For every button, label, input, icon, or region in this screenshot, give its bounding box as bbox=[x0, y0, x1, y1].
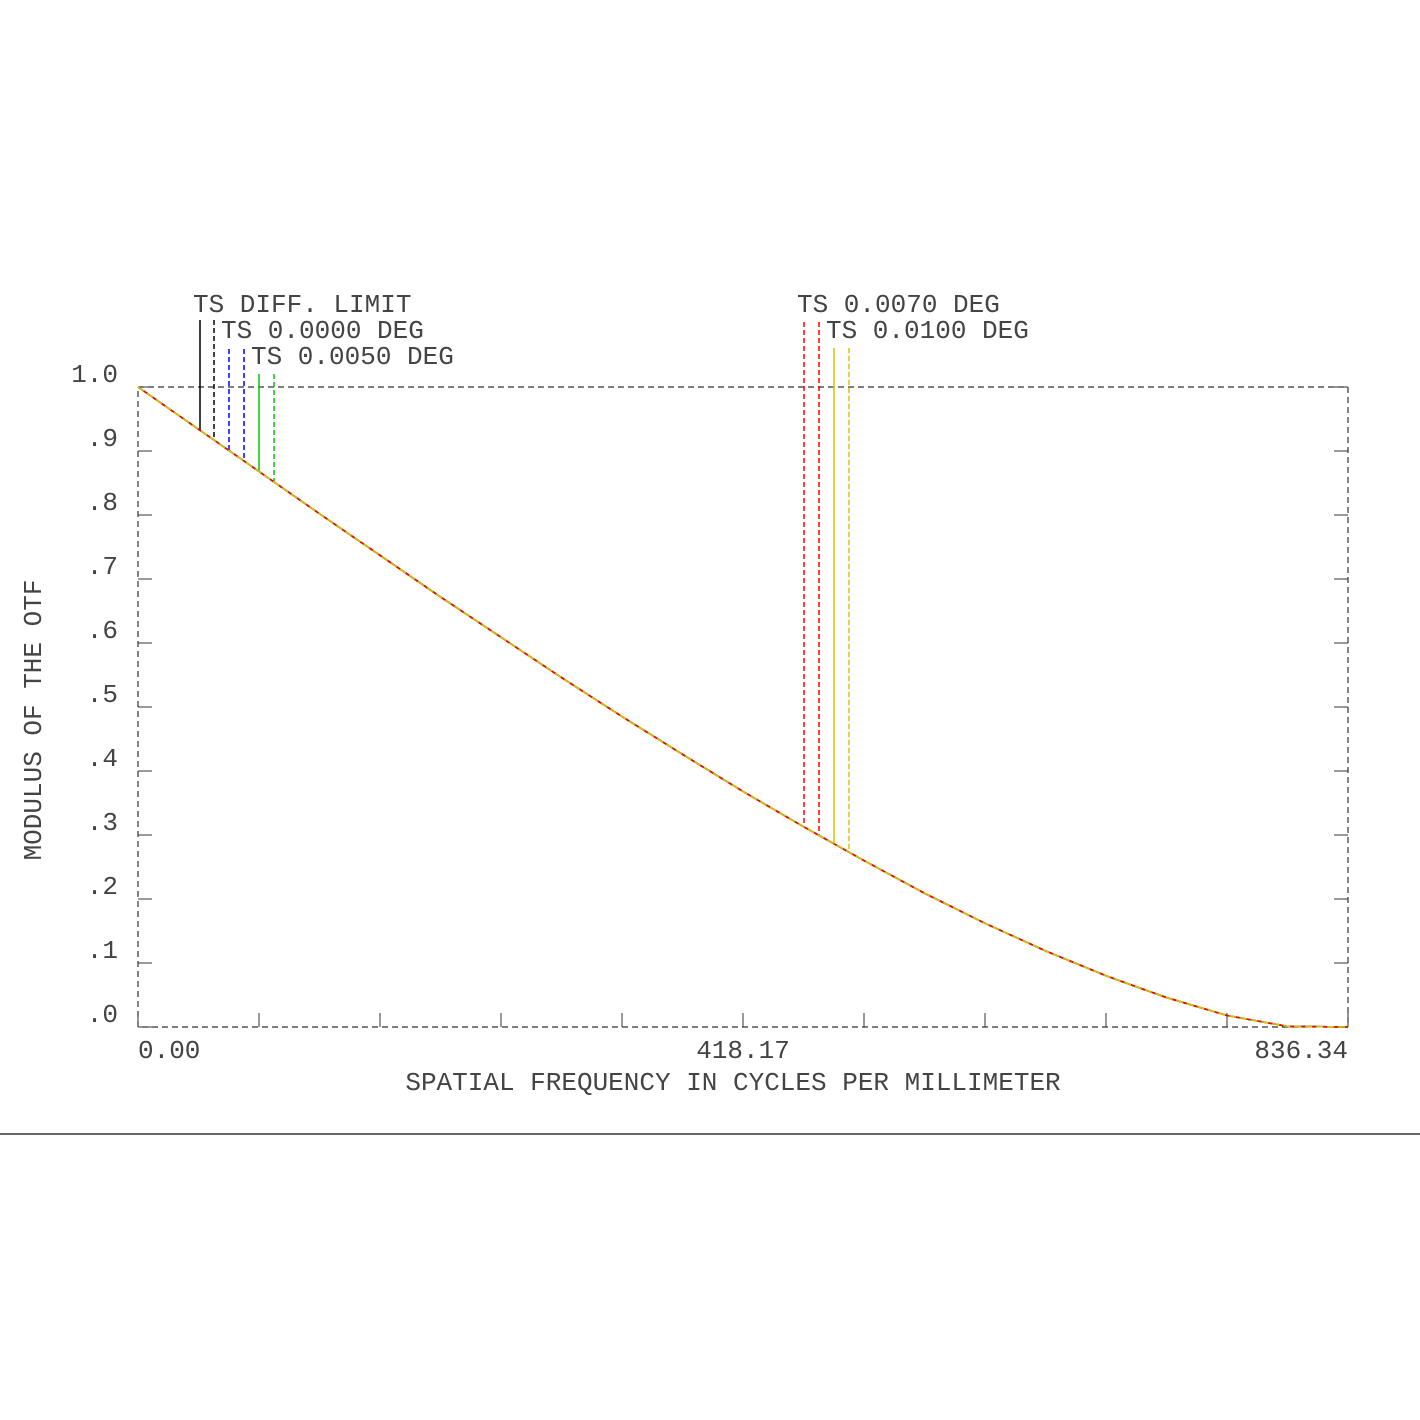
series-line bbox=[137, 386, 1349, 1028]
y-tick-label: .1 bbox=[87, 936, 118, 966]
x-tick-label: 418.17 bbox=[696, 1036, 790, 1066]
y-tick-label: .4 bbox=[87, 744, 118, 774]
y-tick-label: .9 bbox=[87, 424, 118, 454]
legend-label: TS 0.0100 DEG bbox=[826, 316, 1029, 346]
x-axis-label: SPATIAL FREQUENCY IN CYCLES PER MILLIMET… bbox=[405, 1068, 1060, 1098]
x-tick-label: 836.34 bbox=[1254, 1036, 1348, 1066]
legend-label: TS 0.0050 DEG bbox=[251, 342, 454, 372]
y-tick-label: .8 bbox=[87, 488, 118, 518]
y-tick-label: .7 bbox=[87, 552, 118, 582]
plot-frame bbox=[137, 386, 1349, 1028]
y-tick-label: .2 bbox=[87, 872, 118, 902]
y-tick-label: 1.0 bbox=[71, 360, 118, 390]
y-tick-label: .5 bbox=[87, 680, 118, 710]
series-line bbox=[137, 386, 1349, 1028]
y-tick-label: .3 bbox=[87, 808, 118, 838]
legend-label: TS 0.0070 DEG bbox=[797, 290, 1000, 320]
series-line bbox=[137, 386, 1349, 1028]
x-tick-label: 0.00 bbox=[138, 1036, 200, 1066]
y-tick-label: .0 bbox=[87, 1000, 118, 1030]
series-line bbox=[137, 386, 1349, 1028]
legend-label: TS DIFF. LIMIT bbox=[193, 290, 411, 320]
series-line bbox=[137, 386, 1349, 1028]
y-axis-label: MODULUS OF THE OTF bbox=[19, 580, 49, 861]
y-tick-label: .6 bbox=[87, 616, 118, 646]
legend-label: TS 0.0000 DEG bbox=[221, 316, 424, 346]
